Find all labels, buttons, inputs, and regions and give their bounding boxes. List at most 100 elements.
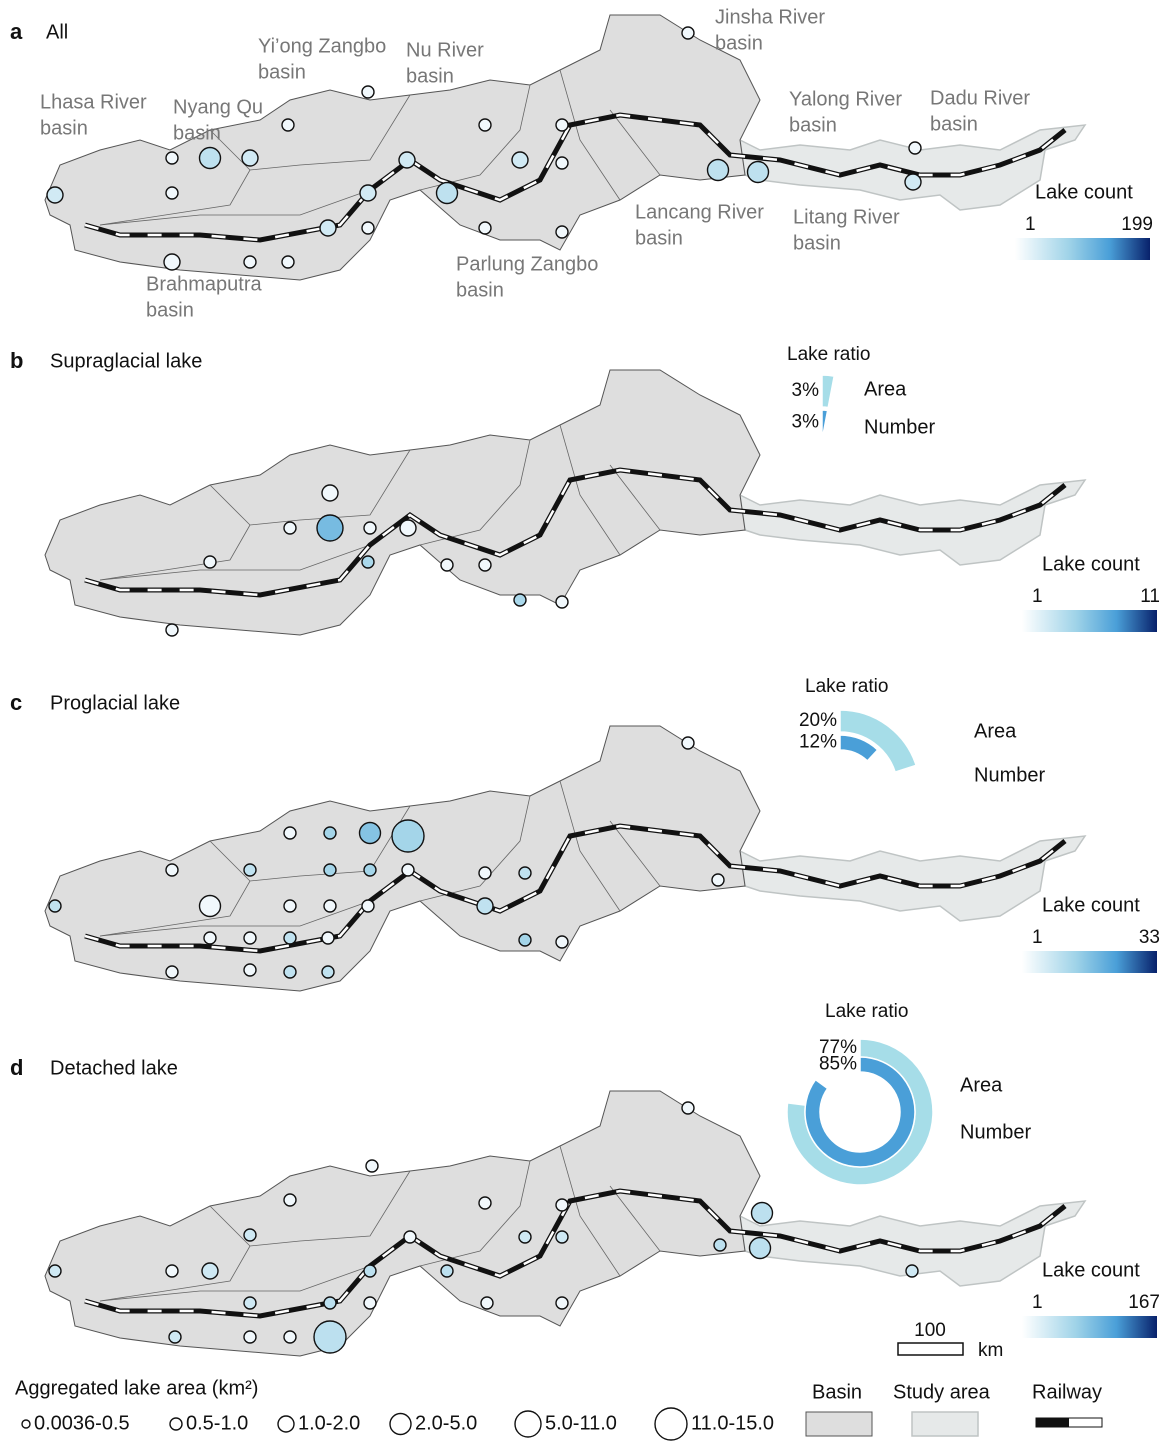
basin-label: Lancang River	[635, 201, 764, 223]
basin-label: Dadu River	[930, 87, 1030, 109]
lake-marker	[243, 1296, 257, 1310]
basin-boundary	[99, 524, 251, 581]
basin-boundary	[609, 1185, 661, 1252]
legend-circle	[514, 1410, 542, 1438]
ratio-title: Lake ratio	[805, 676, 888, 697]
color-bar	[1022, 951, 1157, 973]
scale-value: 100	[914, 1320, 946, 1341]
basin-boundary	[559, 780, 621, 912]
count-legend-title: Lake count	[1042, 553, 1140, 575]
lake-marker	[198, 894, 222, 918]
basin-area	[44, 725, 761, 992]
scale-unit: km	[978, 1340, 1003, 1361]
basin-label: basin	[406, 65, 454, 87]
lake-marker	[203, 555, 217, 569]
lake-marker	[440, 558, 454, 572]
basin-label: basin	[793, 232, 841, 254]
count-max: 167	[1128, 1292, 1160, 1313]
lake-marker	[243, 931, 257, 945]
lake-marker	[478, 558, 492, 572]
lake-marker	[478, 221, 492, 235]
lake-marker	[283, 826, 297, 840]
legend-class: 0.0036-0.5	[34, 1412, 130, 1434]
basin-label: basin	[40, 117, 88, 139]
map-panel	[44, 725, 1087, 992]
lake-marker	[165, 965, 179, 979]
basin-label: basin	[456, 279, 504, 301]
lake-marker	[359, 184, 377, 202]
basin-label: basin	[715, 32, 763, 54]
lake-marker	[478, 1196, 492, 1210]
lake-marker	[165, 863, 179, 877]
lake-marker	[750, 1201, 774, 1225]
study-area	[739, 835, 1087, 922]
lake-marker	[555, 1198, 569, 1212]
basin-label: basin	[789, 114, 837, 136]
basin-boundary	[559, 424, 621, 556]
lake-marker	[165, 151, 179, 165]
legend-circle	[389, 1412, 412, 1436]
basin-label: basin	[258, 61, 306, 83]
map-panel	[44, 1090, 1087, 1357]
panel-label: d	[10, 1055, 23, 1080]
color-bar	[1022, 1316, 1157, 1338]
basin-boundary	[99, 189, 371, 226]
lake-marker	[555, 935, 569, 949]
lake-marker	[905, 1264, 919, 1278]
lake-marker	[165, 1264, 179, 1278]
lake-marker	[321, 965, 335, 979]
legend-railway: Railway	[1032, 1381, 1102, 1403]
basin-boundary	[99, 169, 251, 226]
count-min: 1	[1025, 214, 1036, 235]
railway	[84, 1189, 1066, 1318]
basin-boundary	[99, 544, 371, 581]
panel-title: All	[46, 21, 68, 43]
lake-marker	[283, 899, 297, 913]
ratio-title: Lake ratio	[825, 1001, 908, 1022]
panel-title: Supraglacial lake	[50, 350, 202, 372]
lake-marker	[555, 1296, 569, 1310]
lake-marker	[746, 160, 770, 184]
lake-marker	[511, 151, 529, 169]
legend-class: 11.0-15.0	[691, 1412, 774, 1434]
color-bar	[1022, 610, 1157, 632]
lake-marker	[711, 873, 725, 887]
lake-marker	[281, 118, 295, 132]
ratio-series-name: Area	[864, 378, 907, 400]
basin-boundary	[99, 1245, 251, 1302]
lake-marker	[321, 931, 335, 945]
lake-marker	[555, 1230, 569, 1244]
lake-marker	[399, 519, 417, 537]
lake-marker	[363, 521, 377, 535]
legend-title: Aggregated lake area (km²)	[15, 1377, 258, 1399]
railway	[84, 113, 1066, 242]
legend-circle	[169, 1417, 183, 1431]
lake-marker	[361, 221, 375, 235]
ratio-value-label: 12%	[799, 732, 837, 753]
map-panel	[44, 369, 1087, 636]
legend-class: 2.0-5.0	[415, 1412, 477, 1434]
legend-study: Study area	[893, 1381, 991, 1403]
count-legend-title: Lake count	[1042, 894, 1140, 916]
lake-marker	[323, 826, 337, 840]
lake-marker	[323, 1296, 337, 1310]
scale-bar	[897, 1342, 964, 1356]
lake-marker	[518, 866, 532, 880]
study-area	[739, 479, 1087, 566]
lake-marker	[203, 931, 217, 945]
count-max: 33	[1139, 927, 1160, 948]
lake-marker	[363, 863, 377, 877]
lake-marker	[480, 1296, 494, 1310]
lake-marker	[241, 149, 259, 167]
count-max: 11	[1140, 586, 1160, 607]
basin-area	[44, 14, 761, 281]
count-min: 1	[1032, 927, 1043, 948]
lake-marker	[713, 1238, 727, 1252]
panel-label: b	[10, 348, 23, 373]
lake-marker	[706, 158, 730, 182]
lake-marker	[555, 225, 569, 239]
lake-marker	[361, 899, 375, 913]
lake-marker	[365, 1159, 379, 1173]
lake-marker	[243, 1228, 257, 1242]
